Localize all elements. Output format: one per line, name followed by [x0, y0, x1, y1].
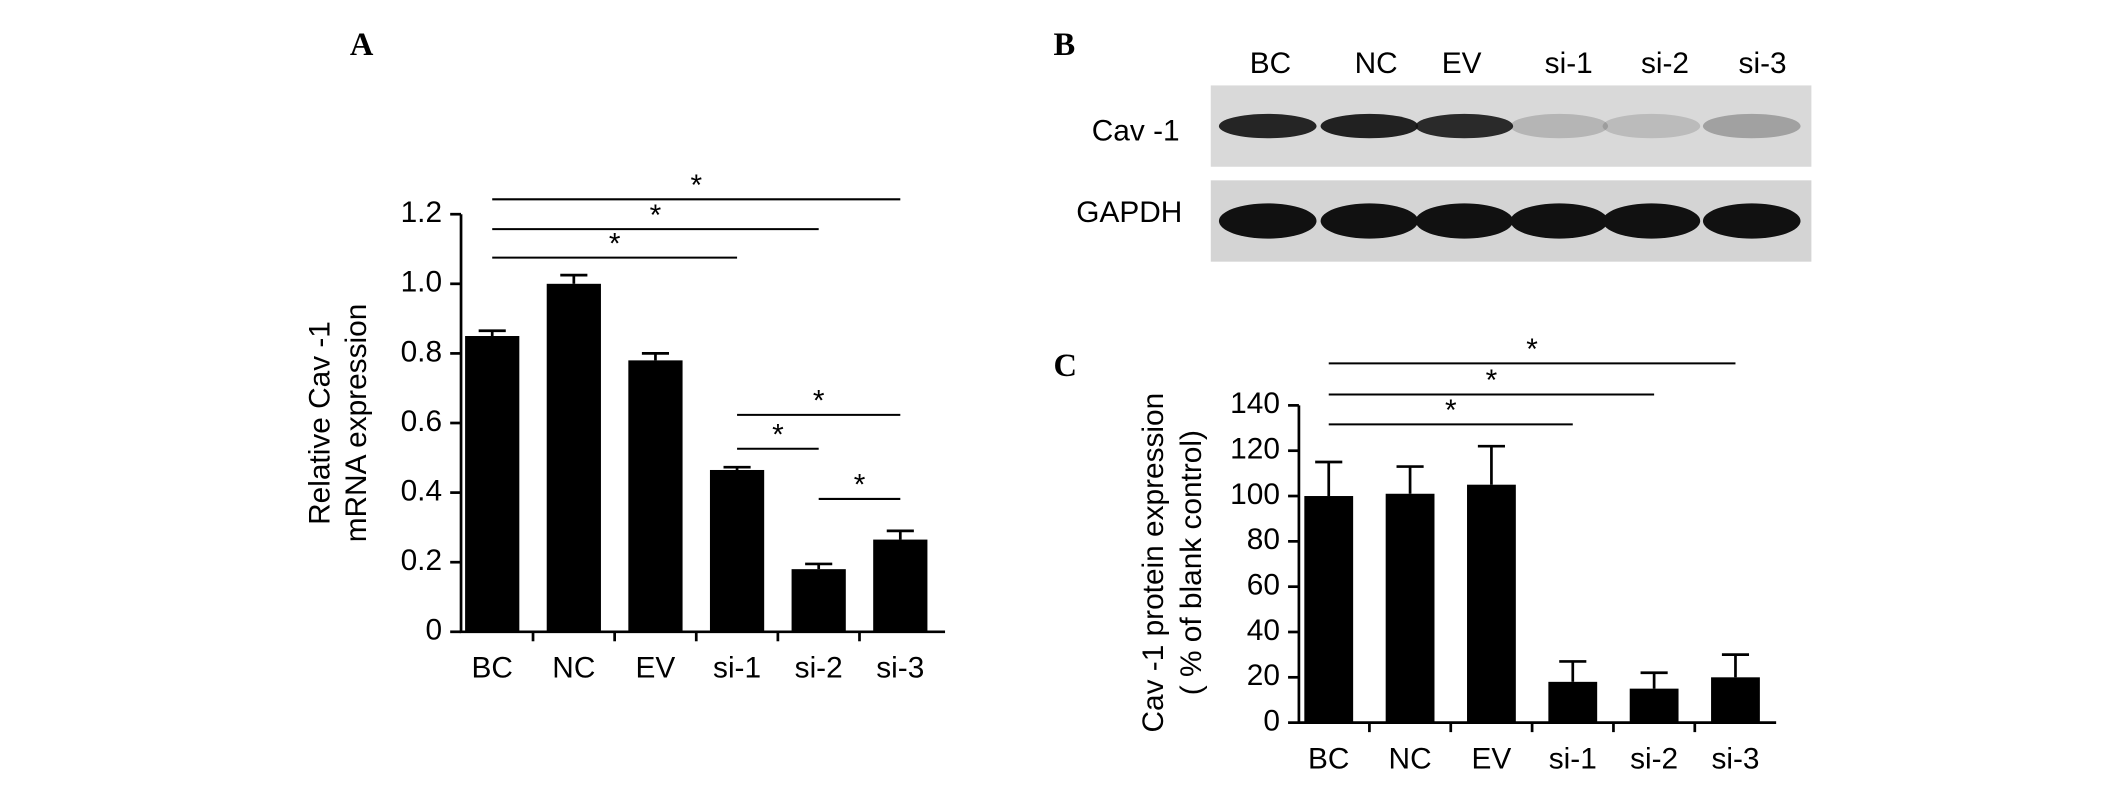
y-axis-label: ( % of blank control)	[1175, 430, 1208, 695]
row-label: Cav -1	[1092, 115, 1180, 148]
blot-band	[1602, 113, 1701, 139]
significance-label: *	[1526, 333, 1538, 366]
significance-label: *	[1445, 394, 1457, 427]
blot-band	[1510, 113, 1609, 139]
y-tick-label: 0.8	[401, 335, 442, 368]
panel-label: B	[1054, 27, 1076, 63]
lane-label: NC	[1355, 47, 1398, 80]
row-label: GAPDH	[1076, 196, 1182, 229]
y-tick-label: 80	[1247, 523, 1280, 556]
significance-label: *	[609, 227, 621, 260]
lane-label: si-1	[1545, 47, 1593, 80]
y-axis-label: mRNA expression	[340, 304, 373, 543]
y-tick-label: 60	[1247, 569, 1280, 602]
blot-band	[1415, 113, 1514, 139]
lane-label: si-2	[1641, 47, 1689, 80]
bar	[628, 360, 683, 632]
x-tick-label: EV	[1472, 742, 1512, 775]
y-tick-label: 1.0	[401, 266, 442, 299]
y-tick-label: 1.2	[401, 196, 442, 229]
bar	[1548, 681, 1598, 723]
blot-band	[1702, 113, 1801, 139]
x-tick-label: si-3	[1711, 742, 1759, 775]
bar	[791, 569, 846, 632]
bar	[1304, 496, 1354, 723]
lane-label: BC	[1250, 47, 1291, 80]
blot-band	[1320, 203, 1419, 239]
x-tick-label: si-3	[876, 652, 924, 685]
blot-band	[1602, 203, 1701, 239]
lane-label: si-3	[1739, 47, 1787, 80]
y-tick-label: 100	[1230, 478, 1280, 511]
significance-label: *	[1486, 364, 1498, 397]
x-tick-label: NC	[552, 652, 595, 685]
bar	[873, 539, 928, 632]
significance-label: *	[813, 385, 825, 418]
x-tick-label: BC	[1308, 742, 1349, 775]
significance-label: *	[690, 169, 702, 202]
bar	[709, 469, 765, 632]
significance-label: *	[650, 199, 662, 232]
y-tick-label: 140	[1230, 387, 1280, 420]
bar	[546, 283, 601, 632]
blot-band	[1510, 203, 1609, 239]
bar	[1385, 493, 1435, 723]
bar	[465, 336, 520, 632]
y-tick-label: 120	[1230, 433, 1280, 466]
x-tick-label: si-2	[795, 652, 843, 685]
y-tick-label: 20	[1247, 659, 1280, 692]
x-tick-label: BC	[472, 652, 513, 685]
blot-band	[1320, 113, 1419, 139]
x-tick-label: si-1	[1549, 742, 1597, 775]
y-axis-label: Relative Cav -1	[303, 321, 336, 525]
bar	[1467, 484, 1516, 723]
bar	[1629, 688, 1679, 723]
x-tick-label: EV	[636, 652, 676, 685]
y-tick-label: 0	[425, 614, 442, 647]
axis	[1297, 405, 1777, 724]
y-axis-label: Cav -1 protein expression	[1137, 393, 1170, 733]
x-tick-label: NC	[1389, 742, 1432, 775]
y-tick-label: 0	[1263, 705, 1280, 738]
panel-label: C	[1054, 348, 1077, 384]
panel-label: A	[350, 27, 374, 63]
lane-label: EV	[1442, 47, 1482, 80]
x-tick-label: si-1	[713, 652, 761, 685]
x-tick-label: si-2	[1630, 742, 1678, 775]
axis	[459, 214, 946, 634]
bar	[1711, 677, 1760, 723]
blot-band	[1218, 113, 1317, 139]
blot-band	[1415, 203, 1514, 239]
y-tick-label: 0.6	[401, 405, 442, 438]
significance-label: *	[854, 469, 866, 502]
y-tick-label: 0.2	[401, 544, 442, 577]
blot-band	[1702, 203, 1801, 239]
blot-band	[1218, 203, 1317, 239]
significance-label: *	[772, 418, 784, 451]
y-tick-label: 0.4	[401, 474, 442, 507]
y-tick-label: 40	[1247, 614, 1280, 647]
